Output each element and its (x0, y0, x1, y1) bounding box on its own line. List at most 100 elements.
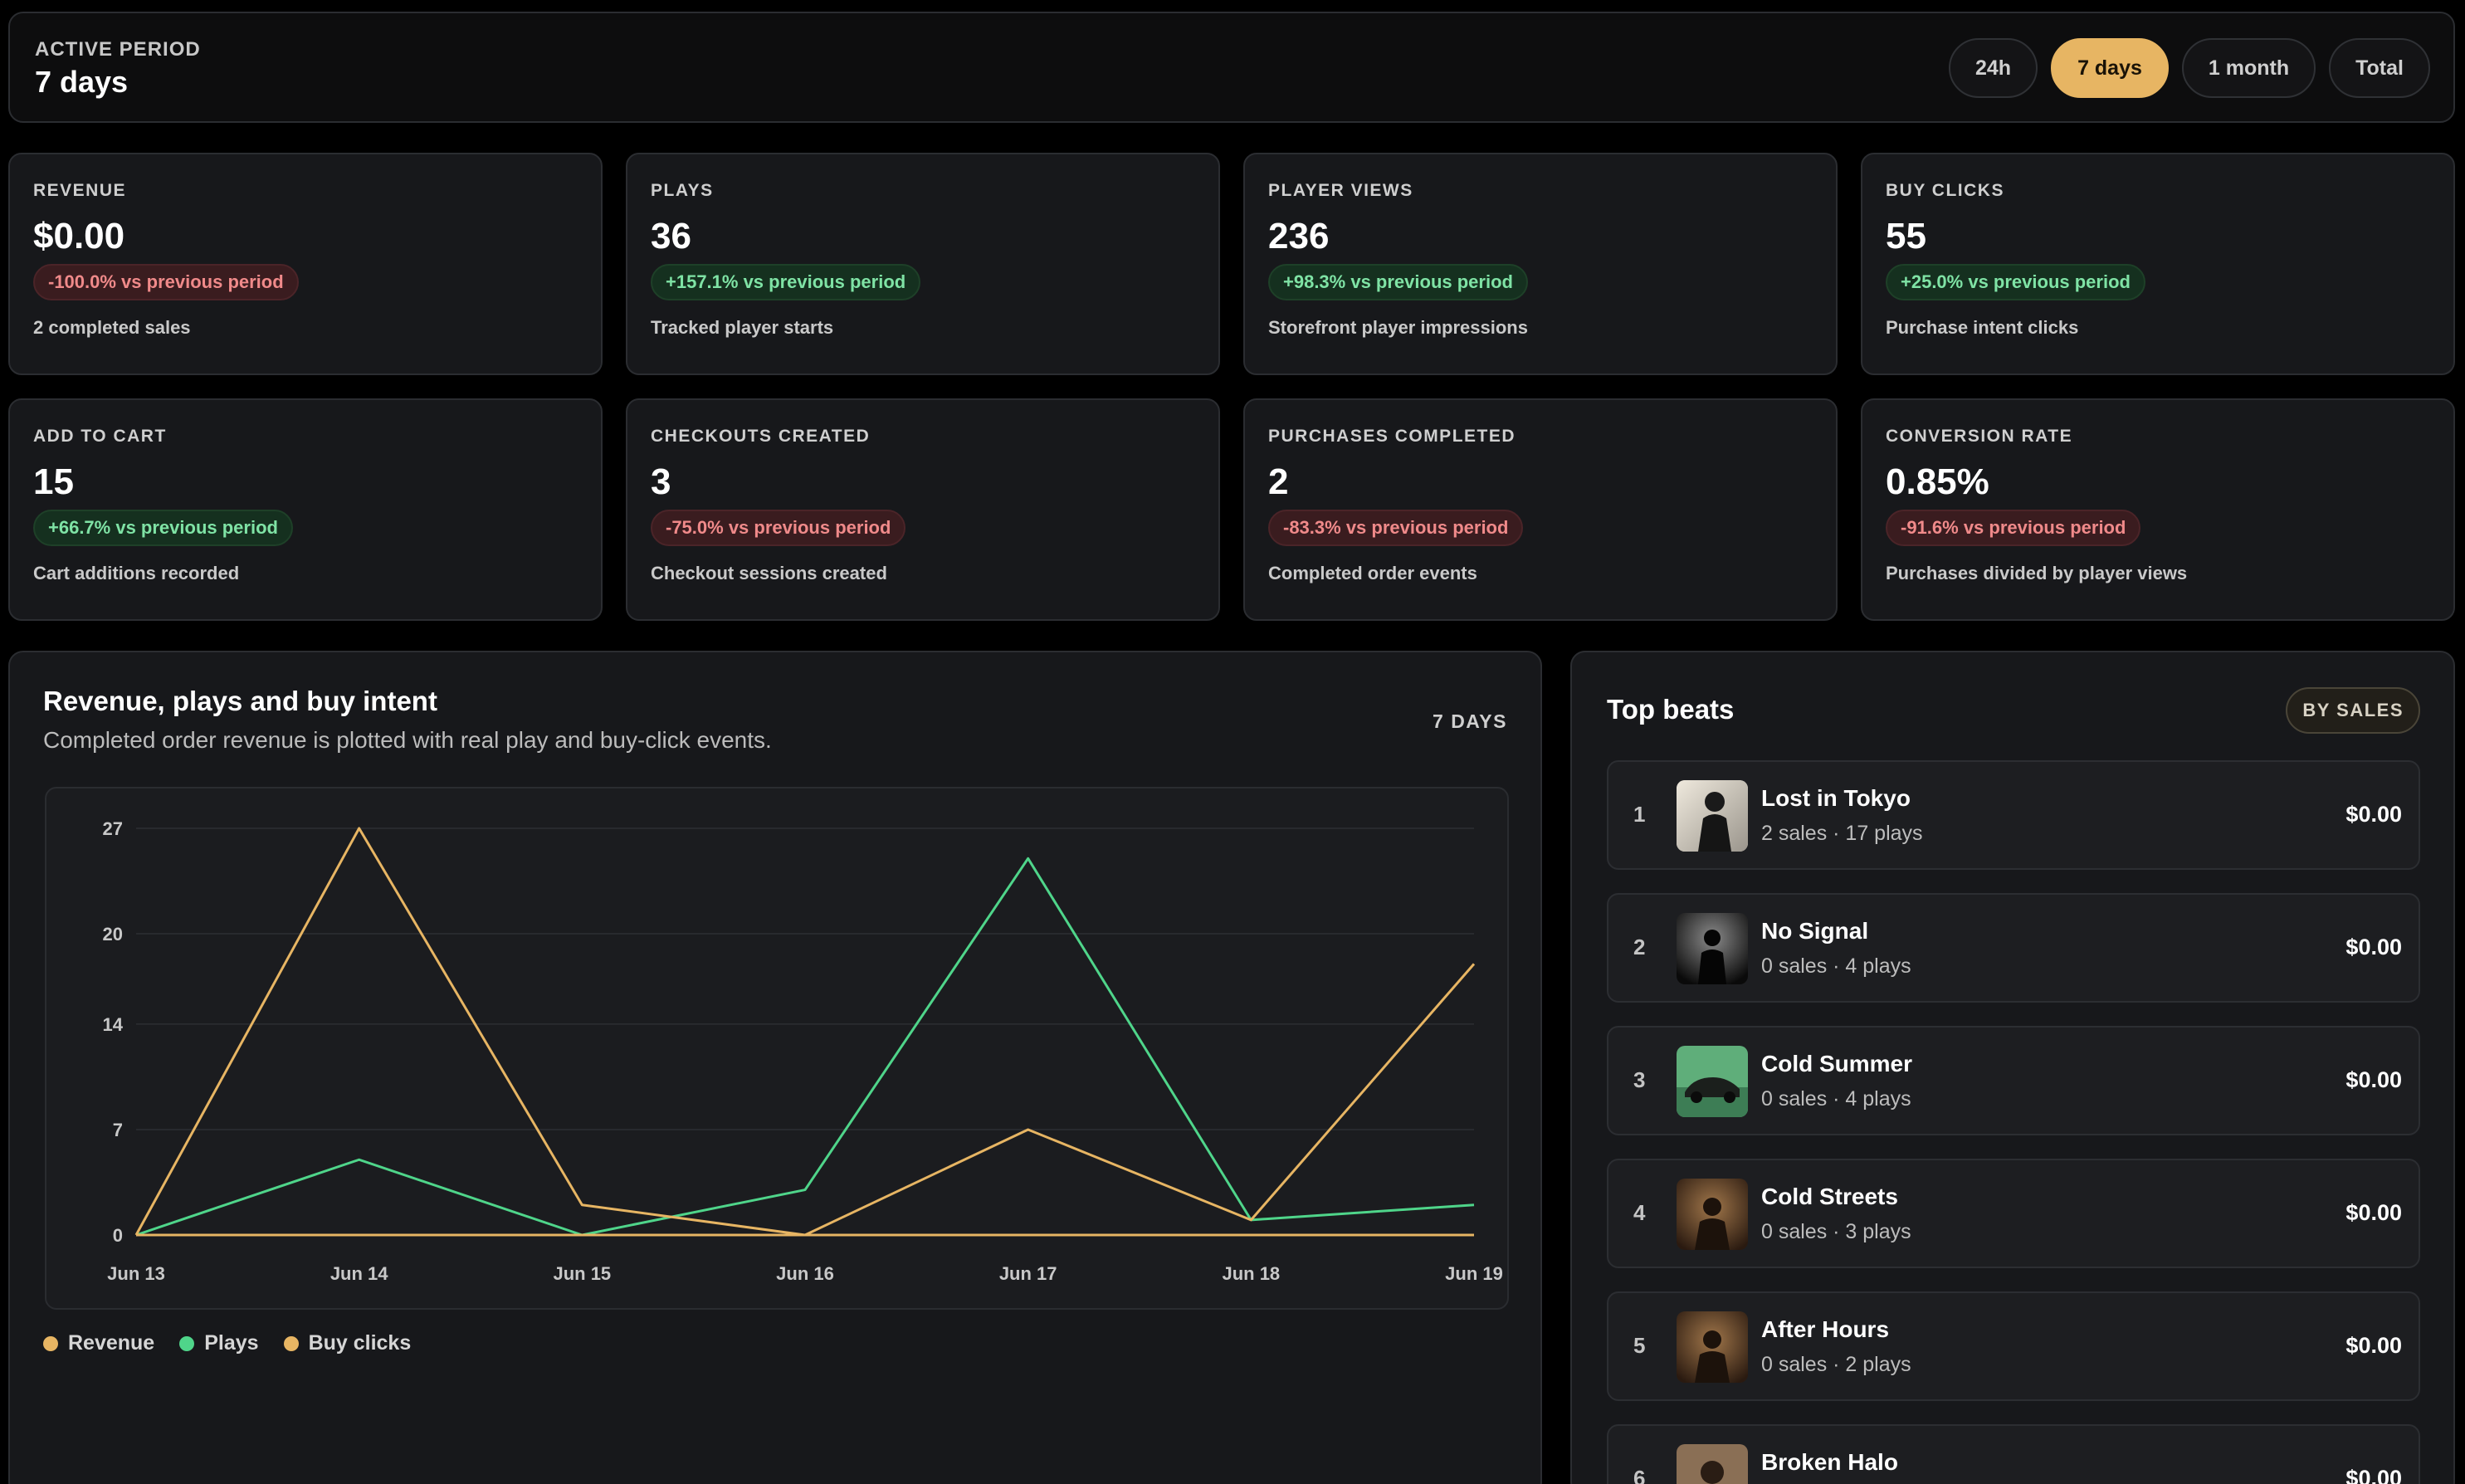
y-tick-label: 7 (113, 1120, 123, 1140)
beat-price: $0.00 (2345, 1333, 2402, 1358)
metric-label: PURCHASES COMPLETED (1268, 427, 1516, 446)
beat-stats: 0 sales · 3 plays (1761, 1220, 1911, 1243)
metric-value: 236 (1268, 216, 1330, 256)
legend-label: Revenue (68, 1331, 155, 1355)
beat-row[interactable]: 5 After Hours 0 sales · 2 plays $0.00 (1607, 1291, 2420, 1401)
x-tick-label: Jun 14 (330, 1263, 388, 1284)
metric-note: Completed order events (1268, 563, 1477, 583)
metric-change-badge: +25.0% vs previous period (1886, 264, 2145, 300)
metric-note: 2 completed sales (33, 317, 191, 338)
beat-row[interactable]: 4 Cold Streets 0 sales · 3 plays $0.00 (1607, 1159, 2420, 1268)
beat-rank: 4 (1633, 1200, 1646, 1225)
beat-name: Cold Streets (1761, 1184, 1898, 1209)
beat-row[interactable]: 3 Cold Summer 0 sales · 4 plays $0.00 (1607, 1026, 2420, 1135)
active-period-value: 7 days (35, 65, 129, 99)
metric-label: BUY CLICKS (1886, 181, 2004, 200)
portrait-icon (1677, 780, 1748, 852)
series-line-plays (135, 857, 1475, 1237)
sort-by-sales-button[interactable]: BY SALES (2286, 687, 2420, 734)
beat-name: After Hours (1761, 1316, 1890, 1342)
beat-name: Cold Summer (1761, 1051, 1913, 1076)
beat-rank: 1 (1633, 802, 1646, 827)
metric-card-purchases-completed: PURCHASES COMPLETED 2 -83.3% vs previous… (1243, 398, 1838, 621)
beat-name: Broken Halo (1761, 1449, 1898, 1475)
metric-card-checkouts-created: CHECKOUTS CREATED 3 -75.0% vs previous p… (626, 398, 1220, 621)
portrait-icon (1677, 1444, 1748, 1484)
metric-change-badge: -75.0% vs previous period (651, 510, 906, 546)
series-line-buy-clicks (134, 827, 1476, 1237)
top-beats-panel: Top beats BY SALES 1 Lost in Tokyo 2 sal… (1570, 651, 2455, 1484)
beat-name: No Signal (1761, 918, 1869, 944)
smoke-figure-icon (1677, 1179, 1748, 1250)
beat-price: $0.00 (2345, 935, 2402, 959)
y-tick-label: 14 (103, 1014, 124, 1035)
beat-stats: 0 sales · 2 plays (1761, 1353, 1911, 1376)
metric-card-buy-clicks: BUY CLICKS 55 +25.0% vs previous period … (1861, 153, 2455, 375)
chart-panel: Revenue, plays and buy intent Completed … (8, 651, 1542, 1484)
metric-change-badge: -91.6% vs previous period (1886, 510, 2141, 546)
metric-change-badge: -83.3% vs previous period (1268, 510, 1524, 546)
beat-stats: 0 sales · 4 plays (1761, 954, 1911, 978)
metric-card-player-views: PLAYER VIEWS 236 +98.3% vs previous peri… (1243, 153, 1838, 375)
x-tick-label: Jun 19 (1445, 1263, 1503, 1284)
y-tick-label: 20 (103, 924, 123, 945)
silhouette-icon (1677, 913, 1748, 984)
metric-label: REVENUE (33, 181, 127, 200)
beat-price: $0.00 (2345, 802, 2402, 827)
beat-rank: 6 (1633, 1466, 1646, 1484)
metric-note: Purchase intent clicks (1886, 317, 2079, 338)
chart-subtitle: Completed order revenue is plotted with … (43, 727, 772, 753)
x-tick-label: Jun 18 (1222, 1263, 1280, 1284)
top-beats-title: Top beats (1607, 694, 1735, 725)
metric-label: PLAYER VIEWS (1268, 181, 1413, 200)
x-tick-label: Jun 13 (107, 1263, 165, 1284)
metric-value: 2 (1268, 461, 1289, 502)
legend-item-revenue[interactable]: Revenue (43, 1331, 154, 1355)
beat-rank: 3 (1633, 1067, 1646, 1092)
line-chart: 0 7 14 20 27 Jun 13 Jun 14 Jun 15 Jun 16 Jun 17 Ju… (45, 787, 1509, 1310)
period-button-1-month[interactable]: 1 month (2181, 38, 2316, 98)
beat-stats: 2 sales · 17 plays (1761, 822, 1923, 845)
metric-label: PLAYS (651, 181, 714, 200)
legend-dot-plays (179, 1335, 195, 1351)
metric-note: Tracked player starts (651, 317, 834, 338)
metric-value: 36 (651, 216, 691, 256)
metric-change-badge: +98.3% vs previous period (1268, 264, 1528, 300)
chart-range-label: 7 DAYS (1433, 710, 1507, 732)
beat-price: $0.00 (2345, 1200, 2402, 1225)
beat-row[interactable]: 1 Lost in Tokyo 2 sales · 17 plays $0.00 (1607, 760, 2420, 870)
metric-card-conversion-rate: CONVERSION RATE 0.85% -91.6% vs previous… (1861, 398, 2455, 621)
metric-note: Checkout sessions created (651, 563, 887, 583)
y-tick-label: 27 (103, 818, 123, 839)
x-tick-label: Jun 17 (999, 1263, 1057, 1284)
metric-label: CHECKOUTS CREATED (651, 427, 871, 446)
legend-dot-revenue (43, 1335, 58, 1351)
period-button-24h[interactable]: 24h (1948, 38, 2038, 98)
metric-value: $0.00 (33, 216, 125, 256)
metric-label: ADD TO CART (33, 427, 167, 446)
beat-row[interactable]: 2 No Signal 0 sales · 4 plays $0.00 (1607, 893, 2420, 1003)
legend-item-plays[interactable]: Plays (179, 1331, 259, 1355)
metric-value: 15 (33, 461, 74, 502)
chart-legend: Revenue Plays Buy clicks (43, 1331, 411, 1355)
y-tick-label: 0 (113, 1225, 123, 1246)
legend-label: Plays (204, 1331, 259, 1355)
metric-note: Purchases divided by player views (1886, 563, 2188, 583)
metric-change-badge: +157.1% vs previous period (651, 264, 921, 300)
beat-price: $0.00 (2345, 1067, 2402, 1092)
metric-change-badge: -100.0% vs previous period (33, 264, 299, 300)
active-period-label: ACTIVE PERIOD (35, 38, 201, 61)
beat-rank: 5 (1633, 1333, 1646, 1358)
chart-title: Revenue, plays and buy intent (43, 686, 437, 716)
period-button-7-days[interactable]: 7 days (2051, 38, 2169, 98)
metric-card-add-to-cart: ADD TO CART 15 +66.7% vs previous period… (8, 398, 603, 621)
metric-card-plays: PLAYS 36 +157.1% vs previous period Trac… (626, 153, 1220, 375)
metric-note: Storefront player impressions (1268, 317, 1528, 338)
beat-row[interactable]: 6 Broken Halo $0.00 (1607, 1424, 2420, 1484)
period-button-total[interactable]: Total (2329, 38, 2430, 98)
x-tick-label: Jun 16 (776, 1263, 834, 1284)
period-selector: 24h 7 days 1 month Total (1948, 38, 2430, 98)
metric-change-badge: +66.7% vs previous period (33, 510, 293, 546)
metric-card-revenue: REVENUE $0.00 -100.0% vs previous period… (8, 153, 603, 375)
legend-item-buy-clicks[interactable]: Buy clicks (283, 1331, 411, 1355)
